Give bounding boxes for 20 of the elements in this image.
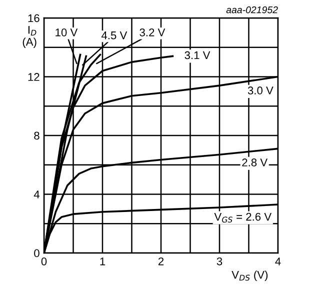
series-label: V$_{GS}$ = 2.6 V [214, 212, 272, 223]
x-tick-label: 1 [100, 258, 106, 266]
text: 3.2 V [140, 28, 166, 36]
x-tick-label: 4 [275, 258, 281, 266]
y-tick-label: 16 [28, 14, 40, 22]
y-tick-label: 4 [34, 190, 40, 198]
series-label: 3.1 V [184, 51, 210, 60]
y-tick-label: 8 [34, 132, 40, 140]
text: aaa-021952 [226, 6, 278, 14]
x-tick-label: 2 [158, 257, 164, 266]
x-tick-label: 3 [216, 257, 222, 266]
x-tick-label: 0 [41, 257, 47, 266]
y-axis-title: I$_{D}$ (A) [22, 26, 36, 48]
x-axis-title: V$_{DS}$ (V) [232, 270, 268, 281]
text: 4.5 V [101, 32, 128, 40]
series-label: 2.8 V [242, 158, 268, 166]
series-label: 3.0 V [248, 86, 274, 94]
y-tick-label: 12 [28, 73, 40, 81]
series-label: 10 V [56, 28, 78, 36]
y-tick-label: 0 [34, 249, 40, 258]
